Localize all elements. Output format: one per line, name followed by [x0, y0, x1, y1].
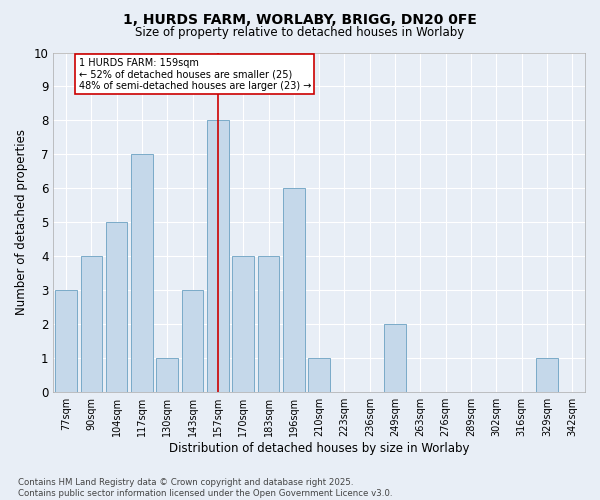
Bar [182, 290, 203, 392]
Text: Size of property relative to detached houses in Worlaby: Size of property relative to detached ho… [136, 26, 464, 39]
Bar [80, 256, 102, 392]
Bar [157, 358, 178, 392]
Text: 1, HURDS FARM, WORLABY, BRIGG, DN20 0FE: 1, HURDS FARM, WORLABY, BRIGG, DN20 0FE [123, 12, 477, 26]
Bar [308, 358, 330, 392]
Bar [55, 290, 77, 392]
Y-axis label: Number of detached properties: Number of detached properties [15, 130, 28, 316]
Bar [536, 358, 558, 392]
Bar [207, 120, 229, 392]
Bar [258, 256, 279, 392]
Bar [283, 188, 305, 392]
Bar [106, 222, 127, 392]
X-axis label: Distribution of detached houses by size in Worlaby: Distribution of detached houses by size … [169, 442, 469, 455]
Text: 1 HURDS FARM: 159sqm
← 52% of detached houses are smaller (25)
48% of semi-detac: 1 HURDS FARM: 159sqm ← 52% of detached h… [79, 58, 311, 91]
Bar [385, 324, 406, 392]
Bar [232, 256, 254, 392]
Bar [131, 154, 152, 392]
Text: Contains HM Land Registry data © Crown copyright and database right 2025.
Contai: Contains HM Land Registry data © Crown c… [18, 478, 392, 498]
